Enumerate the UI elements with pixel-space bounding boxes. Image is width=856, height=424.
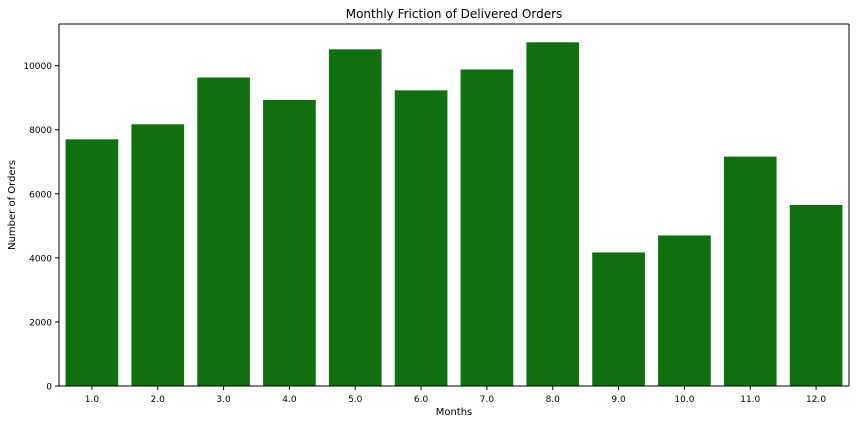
y-axis-ticks: 0 2000 4000 6000 8000 10000: [23, 62, 59, 393]
bar-10.0: [658, 235, 711, 386]
x-tick-label: 7.0: [480, 395, 495, 405]
bar-12.0: [789, 205, 843, 386]
y-tick-label: 8000: [29, 126, 52, 136]
bar-4.0: [263, 99, 316, 387]
x-tick-label: 12.0: [806, 395, 826, 405]
x-tick-label: 4.0: [282, 395, 297, 405]
x-tick-label: 1.0: [85, 395, 100, 405]
bar-5.0: [328, 49, 382, 387]
x-tick-label: 11.0: [740, 395, 760, 405]
bar-11.0: [723, 156, 777, 386]
x-tick-label: 2.0: [151, 395, 166, 405]
y-tick-label: 10000: [23, 62, 52, 72]
chart-title: Monthly Friction of Delivered Orders: [346, 7, 563, 21]
y-tick-label: 2000: [29, 318, 52, 328]
bars-group: [65, 42, 843, 387]
y-tick-label: 4000: [29, 254, 52, 264]
bar-1.0: [65, 139, 119, 386]
x-tick-label: 10.0: [674, 395, 694, 405]
x-axis-label: Months: [436, 407, 473, 418]
y-tick-label: 6000: [29, 190, 52, 200]
y-tick-label: 0: [46, 383, 52, 393]
bar-8.0: [526, 42, 580, 386]
bar-7.0: [460, 69, 514, 387]
x-tick-label: 8.0: [546, 395, 561, 405]
x-tick-label: 6.0: [414, 395, 429, 405]
x-tick-label: 3.0: [216, 395, 231, 405]
x-tick-label: 9.0: [611, 395, 626, 405]
bar-9.0: [592, 252, 645, 386]
y-axis-label: Number of Orders: [7, 160, 18, 250]
bar-6.0: [394, 90, 448, 386]
bar-3.0: [197, 77, 250, 386]
x-axis-ticks: 1.0 2.0 3.0 4.0 5.0 6.0 7.0 8.0 9.0 10.0 11.0 12.0: [85, 386, 826, 405]
bar-2.0: [131, 124, 185, 387]
x-tick-label: 5.0: [348, 395, 363, 405]
